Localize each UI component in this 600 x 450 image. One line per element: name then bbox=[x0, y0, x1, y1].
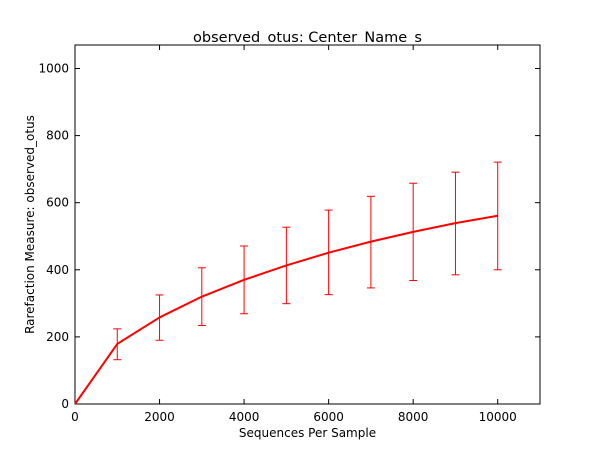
y-tick-label: 800 bbox=[46, 129, 69, 143]
x-tick-label: 10000 bbox=[479, 410, 517, 424]
x-axis-ticks: 0 2000 4000 6000 8000 10000 bbox=[71, 45, 517, 424]
y-tick-label: 1000 bbox=[38, 61, 69, 75]
x-tick-label: 8000 bbox=[398, 410, 429, 424]
series-line bbox=[74, 214, 498, 405]
y-tick-label: 400 bbox=[46, 263, 69, 277]
chart-title: observed_otus: Center_Name_s bbox=[193, 30, 422, 46]
x-tick-label: 0 bbox=[71, 410, 79, 424]
x-axis-label: Sequences Per Sample bbox=[239, 426, 376, 440]
y-tick-label: 600 bbox=[46, 196, 69, 210]
y-axis-ticks: 0 200 400 600 800 1000 bbox=[38, 61, 540, 411]
plot-frame bbox=[74, 44, 541, 405]
y-axis-label: Rarefaction Measure: observed_otus bbox=[23, 115, 37, 334]
x-tick-label: 6000 bbox=[313, 410, 344, 424]
y-tick-label: 200 bbox=[46, 330, 69, 344]
x-tick-label: 2000 bbox=[144, 410, 175, 424]
y-tick-label: 0 bbox=[61, 397, 69, 411]
x-tick-label: 4000 bbox=[229, 410, 260, 424]
error-bars bbox=[113, 161, 502, 361]
series-lines bbox=[74, 214, 498, 405]
